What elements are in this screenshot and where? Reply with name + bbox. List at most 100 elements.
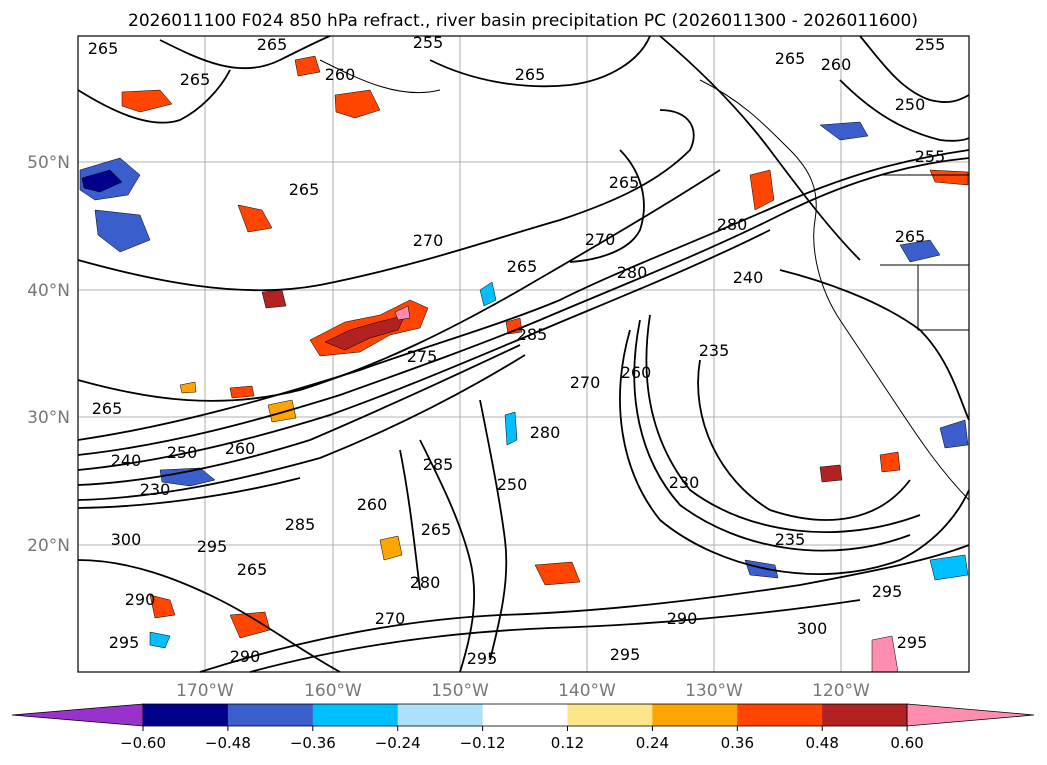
contour-label: 270 (375, 609, 406, 628)
contour-label: 265 (507, 257, 538, 276)
contour-line (77, 149, 970, 441)
precip-blob-positive (261, 289, 287, 309)
contour-label: 270 (585, 230, 616, 249)
contour-label: 290 (125, 590, 156, 609)
contour-label: 295 (872, 582, 903, 601)
contour-label: 235 (775, 530, 806, 549)
colorbar-tick-label: 0.60 (890, 734, 923, 752)
contour-label: 230 (140, 480, 171, 499)
contour-label: 255 (413, 33, 444, 52)
precip-blob-positive (929, 169, 969, 186)
contour-label: 300 (111, 530, 142, 549)
lon-label: 130°W (685, 681, 743, 701)
colorbar-tick-label: −0.24 (375, 734, 421, 752)
precip-blob-positive (879, 451, 901, 473)
map-background (78, 36, 969, 672)
contour-line (697, 359, 911, 521)
contour-line (429, 35, 651, 88)
colorbar-segment (397, 704, 484, 726)
precip-blob-positive (534, 561, 581, 586)
lon-label: 150°W (431, 681, 489, 701)
contour-line (633, 319, 911, 552)
colorbar-tick-label: −0.48 (205, 734, 251, 752)
contour-label: 280 (717, 215, 748, 234)
lon-label: 160°W (304, 681, 362, 701)
colorbar-tick-label: 0.24 (636, 734, 669, 752)
lat-label: 40°N (27, 281, 70, 301)
lat-label: 30°N (27, 408, 70, 428)
coastlines (319, 59, 970, 501)
contour-label: 265 (775, 49, 806, 68)
precip-blob-positive (379, 535, 403, 561)
contour-label: 265 (289, 180, 320, 199)
contour-line (199, 544, 970, 673)
precip-blob-positive (121, 89, 173, 113)
contour-label: 290 (667, 609, 698, 628)
contour-label: 265 (180, 70, 211, 89)
contour-label: 265 (895, 227, 926, 246)
colorbar-tick-label: 0.12 (551, 734, 584, 752)
contour-label: 265 (88, 39, 119, 58)
precip-blob-positive (749, 169, 775, 211)
colorbar-segment (737, 704, 823, 726)
contour-line (249, 599, 861, 673)
contour-line (619, 329, 970, 575)
precip-blob-negative (149, 631, 171, 649)
map-panel: 265 265 265 260 255 265 265 260 255 250 … (77, 33, 970, 673)
contour-label: 295 (897, 633, 928, 652)
contour-line (419, 439, 476, 673)
precip-blob-positive (819, 464, 843, 483)
contour-line (77, 157, 970, 456)
contour-line (77, 477, 301, 509)
colorbar-tick-label: 0.36 (721, 734, 754, 752)
contour-label: 285 (517, 325, 548, 344)
contour-line (77, 169, 721, 402)
contour-label: 250 (497, 475, 528, 494)
contour-line (77, 354, 526, 501)
contour-label: 240 (111, 451, 142, 470)
contour-label: 280 (530, 423, 561, 442)
contour-label: 265 (515, 65, 546, 84)
contour-label: 265 (421, 520, 452, 539)
colorbar-tick-label: −0.12 (460, 734, 506, 752)
precip-blob-positive (294, 55, 321, 77)
colorbar-tick-label: −0.36 (290, 734, 336, 752)
graticule (78, 36, 969, 672)
lon-axis: 170°W 160°W 150°W 140°W 130°W 120°W (176, 681, 870, 701)
lat-axis: 50°N 40°N 30°N 20°N (27, 153, 70, 556)
coastline (699, 79, 970, 501)
contour-label: 260 (225, 439, 256, 458)
contour-label: 260 (621, 363, 652, 382)
contour-label: 265 (237, 560, 268, 579)
colorbar-tick-label: 0.48 (805, 734, 838, 752)
contour-label: 265 (609, 173, 640, 192)
contour-label: 270 (413, 231, 444, 250)
contour-label: 270 (570, 373, 601, 392)
contour-line (159, 35, 331, 70)
contour-line (77, 344, 521, 486)
coastline (917, 265, 969, 331)
lon-label: 120°W (812, 681, 870, 701)
contour-label: 250 (895, 95, 926, 114)
contour-line (859, 35, 970, 103)
contour-label: 280 (617, 263, 648, 282)
contour-labels: 265 265 265 260 255 265 265 260 255 250 … (88, 33, 946, 668)
contour-label: 260 (325, 65, 356, 84)
contour-label: 285 (285, 515, 316, 534)
precip-blob-negative (81, 169, 123, 193)
contour-line (569, 149, 645, 263)
colorbar-segment (652, 704, 738, 726)
contour-label: 260 (357, 495, 388, 514)
contour-line (77, 229, 771, 471)
contour-line (479, 399, 508, 661)
contour-label: 235 (699, 341, 730, 360)
plot-title: 2026011100 F024 850 hPa refract., river … (128, 11, 918, 31)
lat-label: 50°N (27, 153, 70, 173)
precip-blob-negative (899, 239, 941, 263)
contour-label: 260 (821, 55, 852, 74)
precip-blob-positive (229, 385, 255, 399)
lon-label: 140°W (558, 681, 616, 701)
map-border (77, 35, 970, 673)
precip-blob-positive (394, 305, 411, 321)
